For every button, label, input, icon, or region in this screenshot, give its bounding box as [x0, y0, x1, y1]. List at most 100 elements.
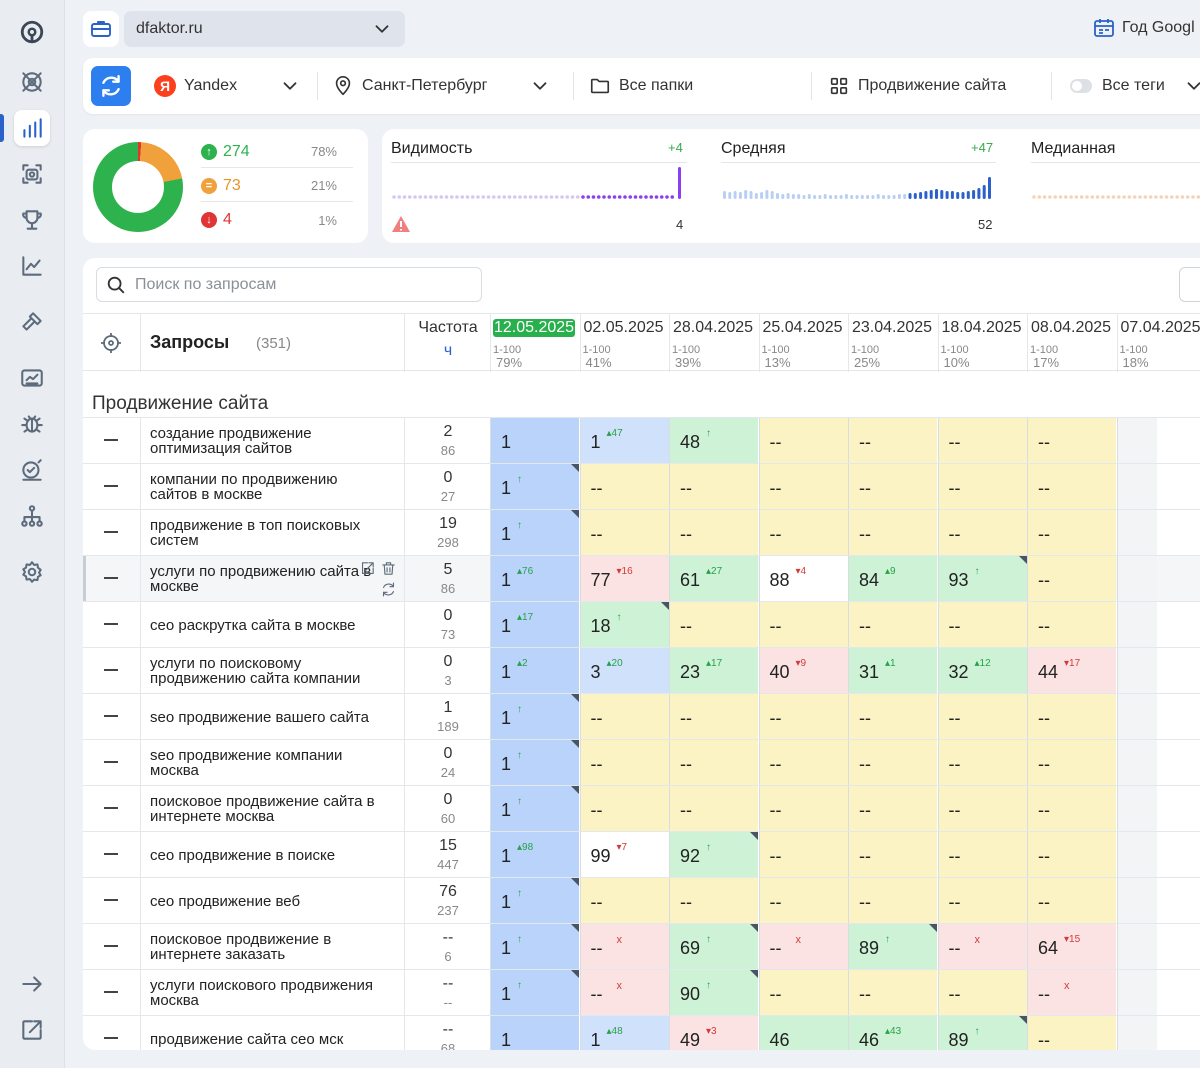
position-cell[interactable]: 99 ▾7 — [579, 832, 669, 878]
position-cell[interactable]: 1 ↑ — [490, 970, 579, 1016]
position-cell[interactable]: 1 ↑ — [490, 694, 579, 740]
position-cell[interactable]: -- x — [758, 924, 848, 970]
row-toggle[interactable] — [104, 531, 118, 533]
table-options-button[interactable] — [1179, 267, 1200, 302]
position-cell[interactable]: 1 ▴76 — [490, 556, 579, 602]
position-cell[interactable]: -- — [579, 878, 669, 924]
position-cell[interactable]: 1 ▴47 — [579, 418, 669, 464]
position-cell[interactable]: -- — [669, 602, 758, 648]
tags-select[interactable]: Все теги — [1070, 58, 1200, 114]
position-cell[interactable]: 1 ↑ — [490, 924, 579, 970]
table-row[interactable]: услуги поискового продвижения москва -- --… — [83, 969, 1200, 1016]
position-cell[interactable]: -- — [848, 832, 937, 878]
position-cell[interactable]: -- — [1027, 464, 1116, 510]
analytics-icon[interactable] — [14, 248, 50, 284]
row-toggle[interactable] — [104, 1037, 118, 1039]
position-cell[interactable]: 32 ▴12 — [937, 648, 1027, 694]
positions-icon[interactable] — [0, 110, 50, 146]
position-cell[interactable]: 49 ▾3 — [669, 1016, 758, 1050]
date-column-header[interactable]: 12.05.2025 1-100 79% — [490, 314, 579, 372]
query-text[interactable]: услуги поискового продвижения москва — [150, 977, 374, 1009]
position-cell[interactable]: 64 ▾15 — [1027, 924, 1116, 970]
position-cell[interactable]: -- x — [579, 924, 669, 970]
position-cell[interactable]: 89 ↑ — [937, 1016, 1027, 1050]
position-cell[interactable]: -- — [1027, 1016, 1116, 1050]
position-cell[interactable]: -- — [758, 740, 848, 786]
table-row[interactable]: сео продвижение веб 76 237 1 ↑ -- -- -- -- -- -- — [83, 877, 1200, 924]
position-cell[interactable]: 46 ▴43 — [848, 1016, 937, 1050]
external-link-icon[interactable] — [14, 1012, 50, 1048]
report-icon[interactable] — [14, 360, 50, 396]
position-cell[interactable]: -- — [669, 786, 758, 832]
position-cell[interactable]: -- — [1027, 418, 1116, 464]
position-cell[interactable]: -- — [1027, 786, 1116, 832]
position-cell[interactable]: 1 ▴2 — [490, 648, 579, 694]
table-row[interactable]: поисковое продвижение сайта в интернете … — [83, 785, 1200, 832]
position-cell[interactable]: -- — [937, 970, 1027, 1016]
position-cell[interactable]: 1 — [490, 418, 579, 464]
row-toggle[interactable] — [104, 945, 118, 947]
position-cell[interactable]: -- — [848, 786, 937, 832]
date-column-header[interactable]: 25.04.2025 1-100 13% — [758, 314, 848, 372]
position-cell[interactable]: -- — [1027, 602, 1116, 648]
position-cell[interactable]: -- — [669, 694, 758, 740]
position-cell[interactable]: -- — [758, 510, 848, 556]
table-row[interactable]: услуги по продвижению сайта в москве 5 86 1… — [83, 555, 1200, 602]
position-cell[interactable]: 93 ↑ — [937, 556, 1027, 602]
position-cell[interactable]: -- — [1027, 740, 1116, 786]
position-cell[interactable]: -- — [937, 740, 1027, 786]
position-cell[interactable]: 1 ↑ — [490, 510, 579, 556]
row-toggle[interactable] — [104, 623, 118, 625]
position-cell[interactable]: 61 ▴27 — [669, 556, 758, 602]
position-cell[interactable]: -- — [937, 878, 1027, 924]
trophy-icon[interactable] — [14, 202, 50, 238]
position-cell[interactable]: -- — [937, 786, 1027, 832]
project-select[interactable]: dfaktor.ru — [124, 11, 405, 47]
position-cell[interactable]: -- — [848, 970, 937, 1016]
date-column-header[interactable]: 23.04.2025 1-100 25% — [848, 314, 937, 372]
position-cell[interactable]: 1 ↑ — [490, 878, 579, 924]
group-select[interactable]: Продвижение сайта — [828, 58, 1006, 114]
position-cell[interactable]: 48 ↑ — [669, 418, 758, 464]
row-toggle[interactable] — [104, 853, 118, 855]
expand-arrow-icon[interactable] — [14, 966, 50, 1002]
screenshot-icon[interactable] — [14, 156, 50, 192]
position-cell[interactable]: -- — [579, 510, 669, 556]
position-cell[interactable]: -- — [1027, 832, 1116, 878]
position-cell[interactable]: -- — [937, 464, 1027, 510]
query-text[interactable]: продвижение в топ поисковых систем — [150, 517, 361, 549]
audit-icon[interactable] — [14, 452, 50, 488]
position-cell[interactable]: -- — [848, 694, 937, 740]
position-cell[interactable]: -- — [1027, 878, 1116, 924]
row-toggle[interactable] — [104, 899, 118, 901]
tags-toggle[interactable] — [1070, 79, 1092, 93]
position-cell[interactable]: -- x — [579, 970, 669, 1016]
trash-icon[interactable] — [380, 560, 397, 577]
refresh-icon[interactable] — [380, 581, 397, 598]
position-cell[interactable]: -- — [579, 464, 669, 510]
position-cell[interactable]: 44 ▾17 — [1027, 648, 1116, 694]
table-row[interactable]: сео продвижение в поиске 15 447 1 ▴98 99 ▾7 92 ↑… — [83, 831, 1200, 878]
queries-title[interactable]: Запросы — [150, 332, 230, 352]
settings-icon[interactable] — [14, 554, 50, 590]
position-cell[interactable]: -- — [1027, 510, 1116, 556]
date-column-header[interactable]: 07.04.2025 1-100 18% — [1116, 314, 1200, 372]
query-text[interactable]: услуги по продвижению сайта в москве — [150, 563, 372, 595]
query-text[interactable]: компании по продвижению сайтов в москве — [150, 471, 338, 503]
search-input[interactable]: Поиск по запросам — [96, 267, 482, 302]
row-toggle[interactable] — [104, 577, 118, 579]
position-cell[interactable]: -- — [579, 786, 669, 832]
position-cell[interactable]: -- — [758, 464, 848, 510]
frequency-type[interactable]: ч — [443, 342, 453, 359]
table-row[interactable]: сео раскрутка сайта в москве 0 73 1 ▴17 18 ↑ --… — [83, 601, 1200, 648]
briefcase-icon[interactable] — [83, 11, 119, 47]
date-column-header[interactable]: 18.04.2025 1-100 10% — [937, 314, 1027, 372]
row-toggle[interactable] — [104, 669, 118, 671]
position-cell[interactable]: -- — [848, 510, 937, 556]
folders-select[interactable]: Все папки — [589, 58, 693, 114]
open-link-icon[interactable] — [359, 560, 376, 577]
table-row[interactable]: услуги по поисковому продвижению сайта к… — [83, 647, 1200, 694]
position-cell[interactable]: 77 ▾16 — [579, 556, 669, 602]
position-cell[interactable]: 23 ▴17 — [669, 648, 758, 694]
query-text[interactable]: сео раскрутка сайта в москве — [150, 616, 356, 634]
